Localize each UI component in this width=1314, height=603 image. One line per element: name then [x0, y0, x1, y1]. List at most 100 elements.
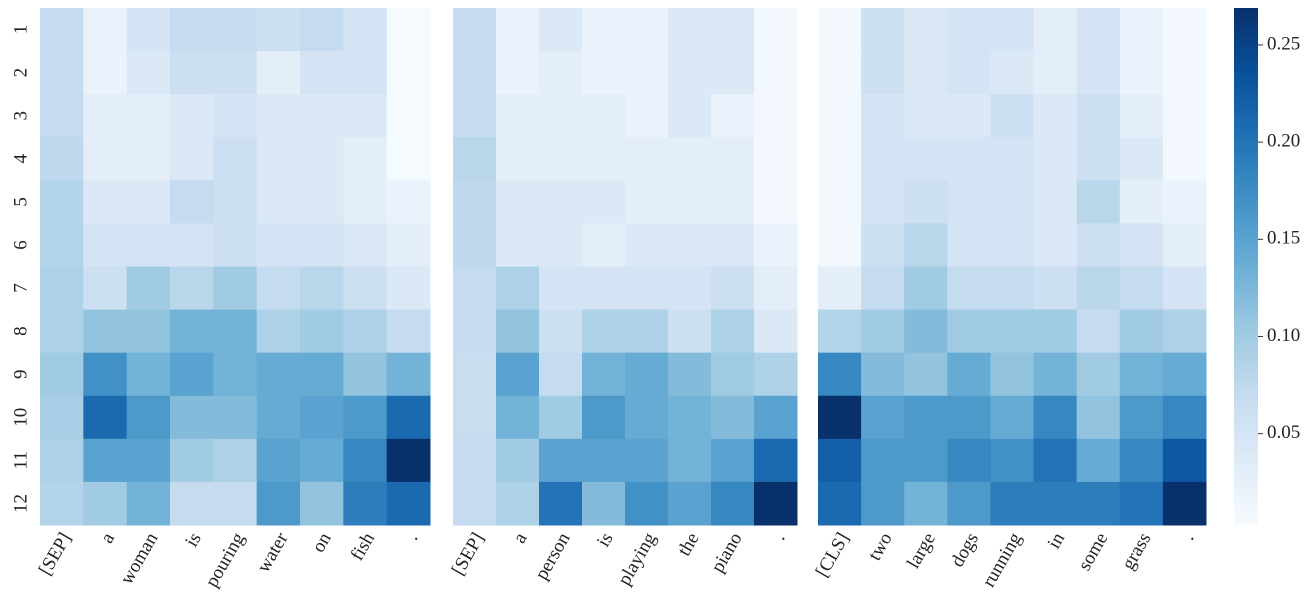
colorbar [1234, 8, 1258, 525]
heatmap-cell [539, 266, 583, 311]
heatmap-cell [1033, 438, 1078, 483]
heatmap-cell [1119, 8, 1164, 52]
heatmap-cell [754, 266, 798, 311]
heatmap-cell [904, 51, 948, 95]
x-tick-label: is [593, 529, 618, 550]
heatmap-cell [1119, 51, 1164, 95]
heatmap-cell [990, 438, 1035, 483]
heatmap-cell [947, 8, 991, 52]
heatmap-cell [539, 309, 583, 354]
y-tick-label: 10 [10, 408, 31, 427]
x-tick-label: two [864, 529, 896, 564]
heatmap-cell [947, 395, 991, 440]
heatmap-cell [343, 266, 388, 311]
colorbar-tick-label: 0.25 [1267, 33, 1300, 54]
heatmap-cell [213, 438, 258, 483]
heatmap-cell [668, 481, 712, 526]
heatmap-cell [1076, 395, 1121, 440]
x-tick-label: playing [614, 529, 661, 589]
heatmap-cell [1162, 180, 1207, 224]
y-tick-label: 11 [10, 451, 31, 469]
heatmap-cell [170, 309, 214, 354]
x-tick-label: large [903, 529, 940, 572]
heatmap-cell [386, 137, 431, 181]
heatmap-cell [582, 180, 626, 224]
heatmap-cell [126, 352, 171, 397]
heatmap-cell [711, 223, 755, 267]
heatmap-cell [83, 309, 128, 354]
heatmap-cell [990, 395, 1035, 440]
heatmap-cell [754, 94, 798, 138]
heatmap-cell [711, 266, 755, 311]
heatmap-cell [1033, 8, 1078, 52]
heatmap-cell [990, 180, 1035, 224]
heatmap-cell [83, 180, 128, 224]
heatmap-cell [1162, 352, 1207, 397]
heatmap-cell [496, 223, 540, 267]
heatmap-cell [818, 180, 862, 224]
heatmap-cell [256, 137, 301, 181]
heatmap-cell [1033, 180, 1078, 224]
heatmap-cell [1033, 481, 1078, 526]
x-tick-label: piano [707, 529, 746, 576]
heatmap-cell [496, 438, 540, 483]
heatmap-cell [818, 223, 862, 267]
heatmap-cell [496, 51, 540, 95]
heatmap-cell [539, 352, 583, 397]
heatmap-cell [496, 481, 540, 526]
heatmap-cell [496, 266, 540, 311]
heatmap-cell [947, 438, 991, 483]
heatmap-cell [213, 180, 258, 224]
heatmap-cell [990, 94, 1035, 138]
heatmap-cell [40, 352, 84, 397]
heatmap-cell [539, 395, 583, 440]
heatmap-cell [126, 94, 171, 138]
heatmap-cell [582, 51, 626, 95]
heatmap-cell [170, 180, 214, 224]
heatmap-cell [711, 51, 755, 95]
heatmap-cell [1162, 223, 1207, 267]
colorbar-tick-label: 0.20 [1267, 130, 1300, 151]
heatmap-cell [904, 94, 948, 138]
heatmap-cell [1119, 180, 1164, 224]
heatmap-cell [256, 94, 301, 138]
heatmap-cell [754, 51, 798, 95]
heatmap-cell [126, 481, 171, 526]
heatmap-cell [40, 180, 84, 224]
heatmap-cell [1162, 395, 1207, 440]
heatmap-cell [343, 395, 388, 440]
heatmap-cell [582, 395, 626, 440]
heatmap-cell [386, 309, 431, 354]
heatmap-cell [904, 438, 948, 483]
heatmap-cell [539, 481, 583, 526]
heatmap-cell [83, 223, 128, 267]
heatmap-cell [904, 309, 948, 354]
colorbar-tick-label: 0.15 [1267, 228, 1300, 249]
heatmap-cell [711, 180, 755, 224]
heatmap-cell [170, 438, 214, 483]
heatmap-cell [668, 395, 712, 440]
heatmap-cell [1076, 481, 1121, 526]
heatmap-cell [582, 223, 626, 267]
heatmap-cell [496, 94, 540, 138]
heatmap-cell [1119, 395, 1164, 440]
heatmap-cell [1162, 137, 1207, 181]
heatmap-cell [990, 137, 1035, 181]
heatmap-cell [170, 51, 214, 95]
y-tick-label: 3 [10, 111, 31, 121]
heatmap-cell [300, 94, 344, 138]
x-tick-label: person [531, 529, 575, 584]
heatmap-cell [861, 8, 905, 52]
heatmap-cell [947, 180, 991, 224]
heatmap-cell [83, 481, 128, 526]
heatmap-cell [754, 223, 798, 267]
heatmap-cell [40, 309, 84, 354]
x-tick-label: is [181, 529, 206, 550]
heatmap-cell [990, 309, 1035, 354]
heatmap-cell [386, 481, 431, 526]
x-tick-label: in [1044, 529, 1070, 553]
y-tick-label: 4 [10, 154, 31, 164]
heatmap-cell [1076, 180, 1121, 224]
heatmap-cell [496, 395, 540, 440]
heatmap-cell [300, 438, 344, 483]
